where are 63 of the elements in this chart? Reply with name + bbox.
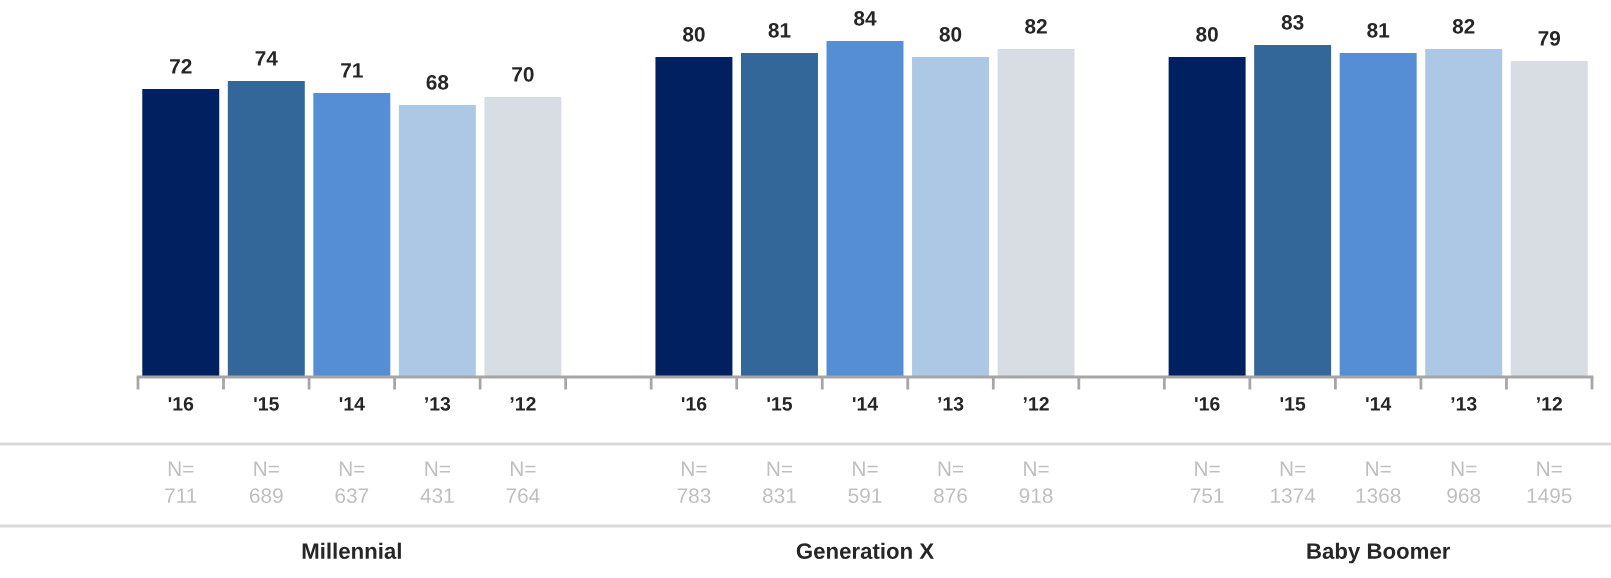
x-tick-label: ’13: [1451, 396, 1477, 411]
data-label: 68: [426, 74, 449, 90]
data-label: 80: [683, 26, 705, 42]
bar: [1339, 52, 1417, 377]
text: N= 918: [1019, 461, 1053, 504]
x-tick-label: '16: [1195, 396, 1220, 411]
bar: [227, 80, 305, 377]
text: Baby Boomer: [1307, 542, 1451, 564]
data-label: 80: [939, 26, 962, 42]
text: N= 876: [934, 461, 967, 504]
data-label: 74: [255, 51, 278, 66]
bar: [398, 104, 476, 377]
x-tick-label: '14: [1366, 397, 1392, 411]
data-label: 72: [170, 58, 192, 74]
data-label: 81: [768, 22, 791, 38]
data-label: 71: [341, 63, 363, 78]
x-tick-label: '16: [168, 396, 194, 411]
x-tick-label: ’13: [425, 396, 451, 411]
text: N= 689: [249, 461, 283, 504]
data-label: 81: [1367, 22, 1390, 38]
bar: [313, 92, 391, 377]
text: Generation X: [796, 542, 934, 559]
x-tick-label: '15: [254, 397, 279, 411]
bar: [826, 40, 904, 377]
data-label: 82: [1025, 18, 1047, 34]
bar: [1254, 44, 1332, 377]
x-tick-label: '16: [681, 396, 707, 411]
text: N= 1495: [1527, 461, 1572, 504]
data-label: 80: [1196, 26, 1218, 42]
bar: [912, 56, 990, 377]
text: N= 764: [506, 461, 540, 504]
text: Millennial: [302, 542, 401, 559]
x-tick-label: ’12: [1537, 396, 1562, 411]
x-tick-label: ’12: [1023, 396, 1049, 411]
bar: [1510, 60, 1588, 377]
x-tick-label: '15: [767, 397, 793, 411]
x-tick-label: ’12: [510, 396, 536, 411]
x-tick-label: '15: [1280, 397, 1306, 411]
text: N= 711: [165, 461, 197, 503]
text: N= 968: [1447, 461, 1481, 504]
text: N= 431: [420, 461, 454, 504]
data-label: 79: [1538, 30, 1561, 46]
text: N= 1374: [1271, 461, 1316, 504]
x-tick-label: '14: [852, 397, 879, 411]
data-label: 70: [512, 66, 534, 82]
bar: [142, 88, 220, 377]
text: N= 783: [677, 461, 711, 504]
bar: [997, 48, 1075, 377]
text: N= 591: [848, 461, 882, 504]
text: N= 637: [335, 461, 369, 504]
data-label: 83: [1281, 14, 1304, 30]
text: N= 1368: [1356, 461, 1401, 504]
data-label: 82: [1452, 18, 1475, 34]
data-label: 84: [854, 10, 877, 26]
bar: [484, 96, 562, 377]
text: N= 751: [1190, 461, 1224, 504]
x-tick-label: ’13: [938, 396, 964, 411]
bar: [1168, 56, 1246, 377]
bar: [655, 56, 733, 377]
bar: [740, 52, 818, 377]
bar: [1425, 48, 1503, 377]
text: N= 831: [763, 461, 796, 504]
x-tick-label: '14: [339, 397, 365, 411]
